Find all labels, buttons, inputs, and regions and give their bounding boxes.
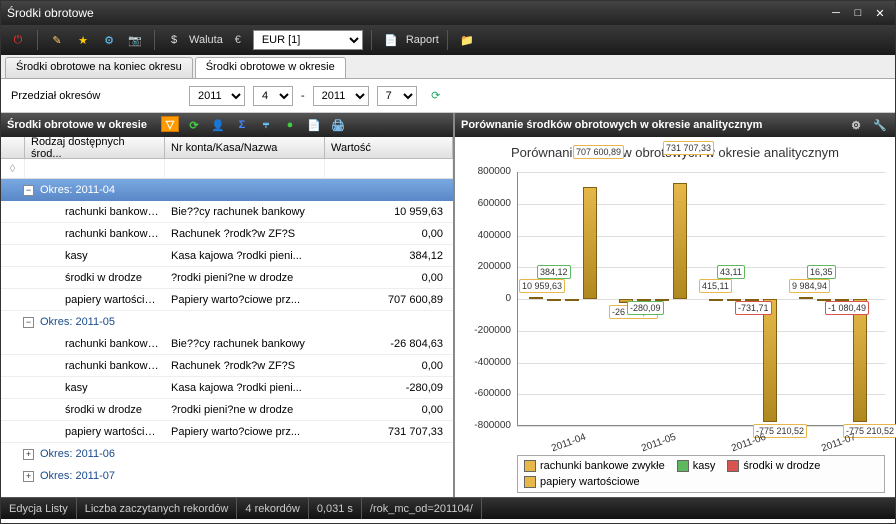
x-label: 2011-07 <box>820 432 858 455</box>
data-row[interactable]: papiery wartościowePapiery warto?ciowe p… <box>1 289 453 311</box>
bar <box>673 183 687 299</box>
refresh-icon[interactable]: ⟳ <box>425 85 447 107</box>
group-row[interactable]: +Okres: 2011-06 <box>1 443 453 465</box>
group-row[interactable]: −Okres: 2011-05 <box>1 311 453 333</box>
group-row[interactable]: −Okres: 2011-04 <box>1 179 453 201</box>
currency-select[interactable]: EUR [1] <box>253 30 363 50</box>
edit-icon[interactable]: ✎ <box>46 29 68 51</box>
year-to-select[interactable]: 2011 <box>313 86 369 106</box>
right-panel-header: Porównanie środków obrotowych w okresie … <box>455 113 895 137</box>
dollar-icon: $ <box>163 29 185 51</box>
value-label: -731,71 <box>735 301 772 315</box>
chart: -800000-600000-400000-200000020000040000… <box>455 168 895 497</box>
tab-1[interactable]: Środki obrotowe w okresie <box>195 57 346 78</box>
report-label[interactable]: Raport <box>406 34 439 46</box>
bar <box>547 299 561 301</box>
globe-icon[interactable]: ● <box>281 116 299 134</box>
status-edit[interactable]: Edycja Listy <box>1 498 77 519</box>
data-row[interactable]: rachunki bankowe ZFŚSRachunek ?rodk?w ZF… <box>1 223 453 245</box>
value-label: 384,12 <box>537 265 571 279</box>
grid-header: Rodzaj dostępnych środ... Nr konta/Kasa/… <box>1 137 453 159</box>
tabs: Środki obrotowe na koniec okresuŚrodki o… <box>1 55 895 79</box>
value-label: 16,35 <box>807 265 836 279</box>
col-expand[interactable] <box>1 137 25 158</box>
sigma-icon[interactable]: Σ <box>233 116 251 134</box>
status-time: 0,031 s <box>309 498 362 519</box>
x-label: 2011-06 <box>730 432 768 455</box>
status-path: /rok_mc_od=201104/ <box>362 498 482 519</box>
camera-icon[interactable]: 📷 <box>124 29 146 51</box>
status-count-label: Liczba zaczytanych rekordów <box>77 498 238 519</box>
currency-icon: € <box>227 29 249 51</box>
value-label: 9 984,94 <box>789 279 830 293</box>
settings-icon[interactable]: ⚙ <box>847 116 865 134</box>
print-icon[interactable]: 🖨 <box>329 116 347 134</box>
period-sep: - <box>301 90 305 102</box>
value-label: 731 707,33 <box>663 141 714 155</box>
period-label: Przedział okresów <box>11 90 181 102</box>
group-row[interactable]: +Okres: 2011-07 <box>1 465 453 487</box>
close-button[interactable]: ✕ <box>871 6 889 20</box>
status-count: 4 rekordów <box>237 498 308 519</box>
right-panel-title: Porównanie środków obrotowych w okresie … <box>461 119 841 131</box>
titlebar: Środki obrotowe ─ □ ✕ <box>1 1 895 25</box>
data-row[interactable]: środki w drodze?rodki pieni?ne w drodze0… <box>1 267 453 289</box>
left-panel-title: Środki obrotowe w okresie <box>7 119 147 131</box>
col-konto[interactable]: Nr konta/Kasa/Nazwa <box>165 137 325 158</box>
data-row[interactable]: kasyKasa kajowa ?rodki pieni...-280,09 <box>1 377 453 399</box>
x-label: 2011-05 <box>640 432 678 455</box>
star-icon[interactable]: ★ <box>72 29 94 51</box>
refresh2-icon[interactable]: ⟳ <box>185 116 203 134</box>
left-panel: Środki obrotowe w okresie ▽ ⟳ 👤 Σ ⫧ ● 📄 … <box>1 113 455 497</box>
data-row[interactable]: rachunki bankowe z...Bie??cy rachunek ba… <box>1 201 453 223</box>
bar <box>583 187 597 299</box>
month-to-select[interactable]: 7 <box>377 86 417 106</box>
left-panel-header: Środki obrotowe w okresie ▽ ⟳ 👤 Σ ⫧ ● 📄 … <box>1 113 453 137</box>
value-label: -1 080,49 <box>825 301 869 315</box>
data-row[interactable]: rachunki bankowe ZFŚSRachunek ?rodk?w ZF… <box>1 355 453 377</box>
bar <box>853 299 867 422</box>
filter-icon[interactable]: ▽ <box>161 116 179 132</box>
bar <box>529 297 543 299</box>
user-icon[interactable]: 👤 <box>209 116 227 134</box>
legend: rachunki bankowe zwykłekasyśrodki w drod… <box>517 455 885 493</box>
filter-bar: Przedział okresów 2011 4 - 2011 7 ⟳ <box>1 79 895 113</box>
col-rodzaj[interactable]: Rodzaj dostępnych środ... <box>25 137 165 158</box>
tool-icon[interactable]: ⚙ <box>98 29 120 51</box>
statusbar: Edycja Listy Liczba zaczytanych rekordów… <box>1 497 895 519</box>
data-row[interactable]: kasyKasa kajowa ?rodki pieni...384,12 <box>1 245 453 267</box>
bar <box>709 299 723 301</box>
report-icon[interactable]: 📄 <box>380 29 402 51</box>
value-label: 10 959,63 <box>519 279 565 293</box>
year-from-select[interactable]: 2011 <box>189 86 245 106</box>
folder-icon[interactable]: 📁 <box>456 29 478 51</box>
window-title: Środki obrotowe <box>7 6 823 20</box>
tab-0[interactable]: Środki obrotowe na koniec okresu <box>5 57 193 78</box>
value-label: -280,09 <box>627 301 664 315</box>
data-row[interactable]: papiery wartościowePapiery warto?ciowe p… <box>1 421 453 443</box>
tool2-icon[interactable]: 🔧 <box>871 116 889 134</box>
power-icon[interactable]: ⏻ <box>7 29 29 51</box>
x-label: 2011-04 <box>550 432 588 455</box>
currency-label: Waluta <box>189 34 223 46</box>
bar <box>763 299 777 422</box>
data-row[interactable]: rachunki bankowe z...Bie??cy rachunek ba… <box>1 333 453 355</box>
value-label: 43,11 <box>717 265 745 279</box>
col-wartosc[interactable]: Wartość <box>325 137 453 158</box>
bar <box>565 299 579 301</box>
month-from-select[interactable]: 4 <box>253 86 293 106</box>
bar <box>799 297 813 299</box>
value-label: 415,11 <box>699 279 732 293</box>
filter-row: ◊ <box>1 159 453 179</box>
export-icon[interactable]: 📄 <box>305 116 323 134</box>
grid-body[interactable]: −Okres: 2011-04rachunki bankowe z...Bie?… <box>1 179 453 497</box>
value-label: 707 600,89 <box>573 145 624 159</box>
right-panel: Porównanie środków obrotowych w okresie … <box>455 113 895 497</box>
main-toolbar: ⏻ ✎ ★ ⚙ 📷 $ Waluta € EUR [1] 📄 Raport 📁 <box>1 25 895 55</box>
maximize-button[interactable]: □ <box>849 6 867 20</box>
minimize-button[interactable]: ─ <box>827 6 845 20</box>
filter2-icon[interactable]: ⫧ <box>257 116 275 134</box>
data-row[interactable]: środki w drodze?rodki pieni?ne w drodze0… <box>1 399 453 421</box>
